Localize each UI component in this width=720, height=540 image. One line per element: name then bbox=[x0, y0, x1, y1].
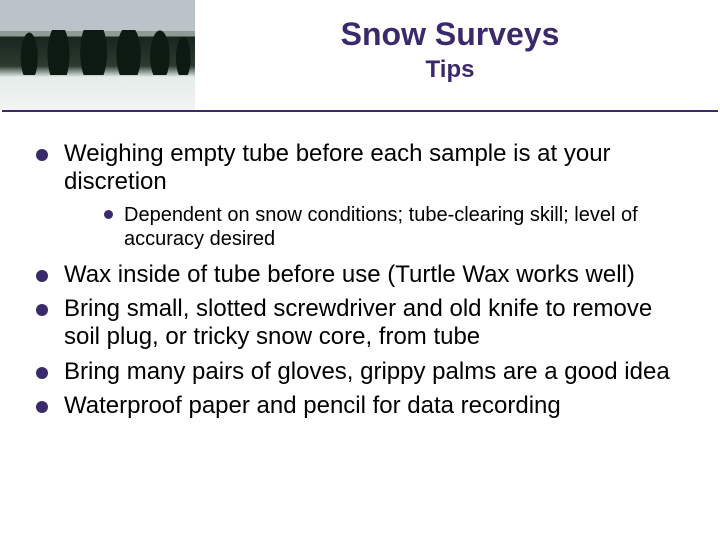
bullet-list: Weighing empty tube before each sample i… bbox=[30, 140, 690, 420]
list-item: Bring many pairs of gloves, grippy palms… bbox=[30, 358, 690, 386]
slide-subtitle: Tips bbox=[200, 56, 700, 84]
list-item: Wax inside of tube before use (Turtle Wa… bbox=[30, 261, 690, 289]
body: Weighing empty tube before each sample i… bbox=[30, 140, 690, 426]
list-item-text: Bring many pairs of gloves, grippy palms… bbox=[64, 358, 670, 385]
list-item: Waterproof paper and pencil for data rec… bbox=[30, 392, 690, 420]
header-photo bbox=[0, 0, 195, 110]
title-block: Snow Surveys Tips bbox=[200, 18, 700, 84]
header: Snow Surveys Tips bbox=[0, 0, 720, 115]
list-item: Dependent on snow conditions; tube-clear… bbox=[98, 203, 690, 251]
list-item: Bring small, slotted screwdriver and old… bbox=[30, 295, 690, 352]
slide: Snow Surveys Tips Weighing empty tube be… bbox=[0, 0, 720, 540]
sub-list: Dependent on snow conditions; tube-clear… bbox=[64, 203, 690, 251]
list-item-text: Wax inside of tube before use (Turtle Wa… bbox=[64, 261, 635, 288]
slide-title: Snow Surveys bbox=[200, 18, 700, 52]
header-rule bbox=[2, 110, 718, 112]
list-item-text: Dependent on snow conditions; tube-clear… bbox=[124, 204, 638, 250]
list-item-text: Bring small, slotted screwdriver and old… bbox=[64, 295, 652, 350]
list-item-text: Waterproof paper and pencil for data rec… bbox=[64, 392, 561, 419]
list-item-text: Weighing empty tube before each sample i… bbox=[64, 140, 611, 195]
list-item: Weighing empty tube before each sample i… bbox=[30, 140, 690, 251]
